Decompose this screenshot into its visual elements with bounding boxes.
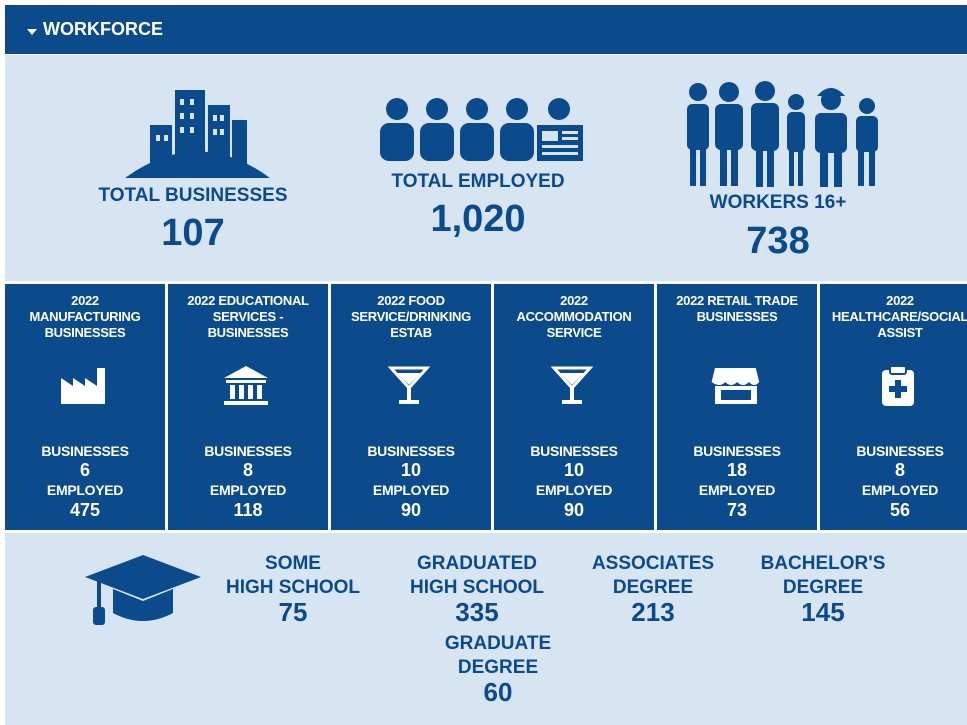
businesses-value: 8 (242, 460, 254, 480)
sector-icon (224, 366, 268, 405)
sector-title: BUSINESSES (44, 325, 126, 340)
summary-label: TOTAL BUSINESSES (98, 185, 288, 206)
summary-label: TOTAL EMPLOYED (391, 171, 565, 192)
education-section (5, 533, 967, 725)
sector-title: MANUFACTURING (29, 309, 141, 324)
sector-icon (550, 366, 594, 404)
employed-value: 56 (889, 500, 911, 520)
caret-icon (27, 29, 37, 35)
employed-label: EMPLOYED (698, 482, 776, 498)
sector-title: ACCOMMODATION (516, 309, 632, 324)
businesses-label: BUSINESSES (530, 443, 618, 459)
header-bar[interactable]: WORKFORCE (5, 5, 967, 54)
sector-title: HEALTHCARE/SOCIAL (831, 309, 967, 324)
businesses-value: 8 (894, 460, 906, 480)
sector-title: BUSINESSES (207, 325, 289, 340)
employed-label: EMPLOYED (209, 482, 287, 498)
employed-label: EMPLOYED (46, 482, 124, 498)
education-label: DEGREE (782, 577, 864, 598)
sector-icon (711, 368, 760, 404)
education-label: DEGREE (457, 657, 539, 678)
education-label: GRADUATED (417, 553, 537, 574)
sector-title: SERVICE (546, 325, 602, 340)
education-label: ASSOCIATES (591, 553, 715, 574)
summary-label: WORKERS 16+ (709, 192, 847, 213)
buildings-icon (125, 90, 270, 178)
employees-icon (380, 98, 583, 161)
education-label: GRADUATE (444, 633, 552, 654)
sector-title: 2022 (560, 293, 588, 308)
businesses-label: BUSINESSES (204, 443, 292, 459)
sector-tile: 2022 FOOD SERVICE/DRINKING ESTAB BUSINESSES… (331, 284, 491, 530)
education-label: DEGREE (612, 577, 694, 598)
sector-title: SERVICE/DRINKING (351, 309, 471, 324)
businesses-label: BUSINESSES (693, 443, 781, 459)
sector-icon (387, 366, 431, 404)
businesses-label: BUSINESSES (856, 443, 944, 459)
sector-icon (61, 368, 105, 404)
sector-title: 2022 RETAIL TRADE (676, 293, 798, 308)
summary-section (5, 55, 967, 281)
sector-title: BUSINESSES (696, 309, 778, 324)
workers-icon (687, 81, 878, 187)
education-value: 335 (455, 597, 499, 627)
sector-tile: 2022 ACCOMMODATION SERVICE BUSINESSES 10 EMPL… (494, 284, 654, 530)
businesses-label: BUSINESSES (367, 443, 455, 459)
education-value: 60 (483, 677, 513, 707)
sector-tile: 2022 MANUFACTURING BUSINESSES BUSINESSES 6 EM… (5, 284, 165, 530)
summary-value: 738 (746, 220, 810, 262)
education-label: HIGH SCHOOL (225, 577, 361, 598)
sector-title: ESTAB (390, 325, 432, 340)
education-label: SOME (265, 553, 321, 574)
sector-title: ASSIST (877, 325, 923, 340)
sector-title: 2022 (886, 293, 914, 308)
businesses-value: 10 (563, 460, 585, 480)
employed-label: EMPLOYED (372, 482, 450, 498)
sector-tile: 2022 EDUCATIONAL SERVICES - BUSINESSES BUSI… (168, 284, 328, 530)
sector-title: SERVICES - (212, 309, 284, 324)
header-title: WORKFORCE (43, 19, 163, 39)
employed-label: EMPLOYED (535, 482, 613, 498)
sector-tile: 2022 RETAIL TRADE BUSINESSES BUSINESSES 18 E… (657, 284, 817, 530)
education-value: 75 (278, 597, 308, 627)
employed-value: 118 (233, 500, 263, 520)
graduation-cap-icon (85, 555, 201, 625)
sector-tile: 2022 HEALTHCARE/SOCIAL ASSIST BUSINESSES 8 EM… (820, 284, 967, 530)
education-value: 213 (631, 597, 675, 627)
businesses-value: 6 (79, 460, 91, 480)
sector-title: 2022 FOOD (377, 293, 445, 308)
education-label: BACHELOR'S (760, 553, 886, 574)
summary-value: 107 (161, 212, 225, 254)
sector-title: 2022 (71, 293, 99, 308)
employed-label: EMPLOYED (861, 482, 939, 498)
sector-icon (882, 365, 914, 406)
summary-value: 1,020 (430, 198, 526, 240)
education-value: 145 (801, 597, 845, 627)
businesses-value: 18 (726, 460, 748, 480)
education-label: HIGH SCHOOL (409, 577, 545, 598)
employed-value: 90 (400, 500, 422, 520)
sector-title: 2022 EDUCATIONAL (187, 293, 309, 308)
businesses-value: 10 (400, 460, 422, 480)
employed-value: 90 (563, 500, 585, 520)
employed-value: 475 (69, 500, 101, 520)
employed-value: 73 (726, 500, 748, 520)
businesses-label: BUSINESSES (41, 443, 129, 459)
